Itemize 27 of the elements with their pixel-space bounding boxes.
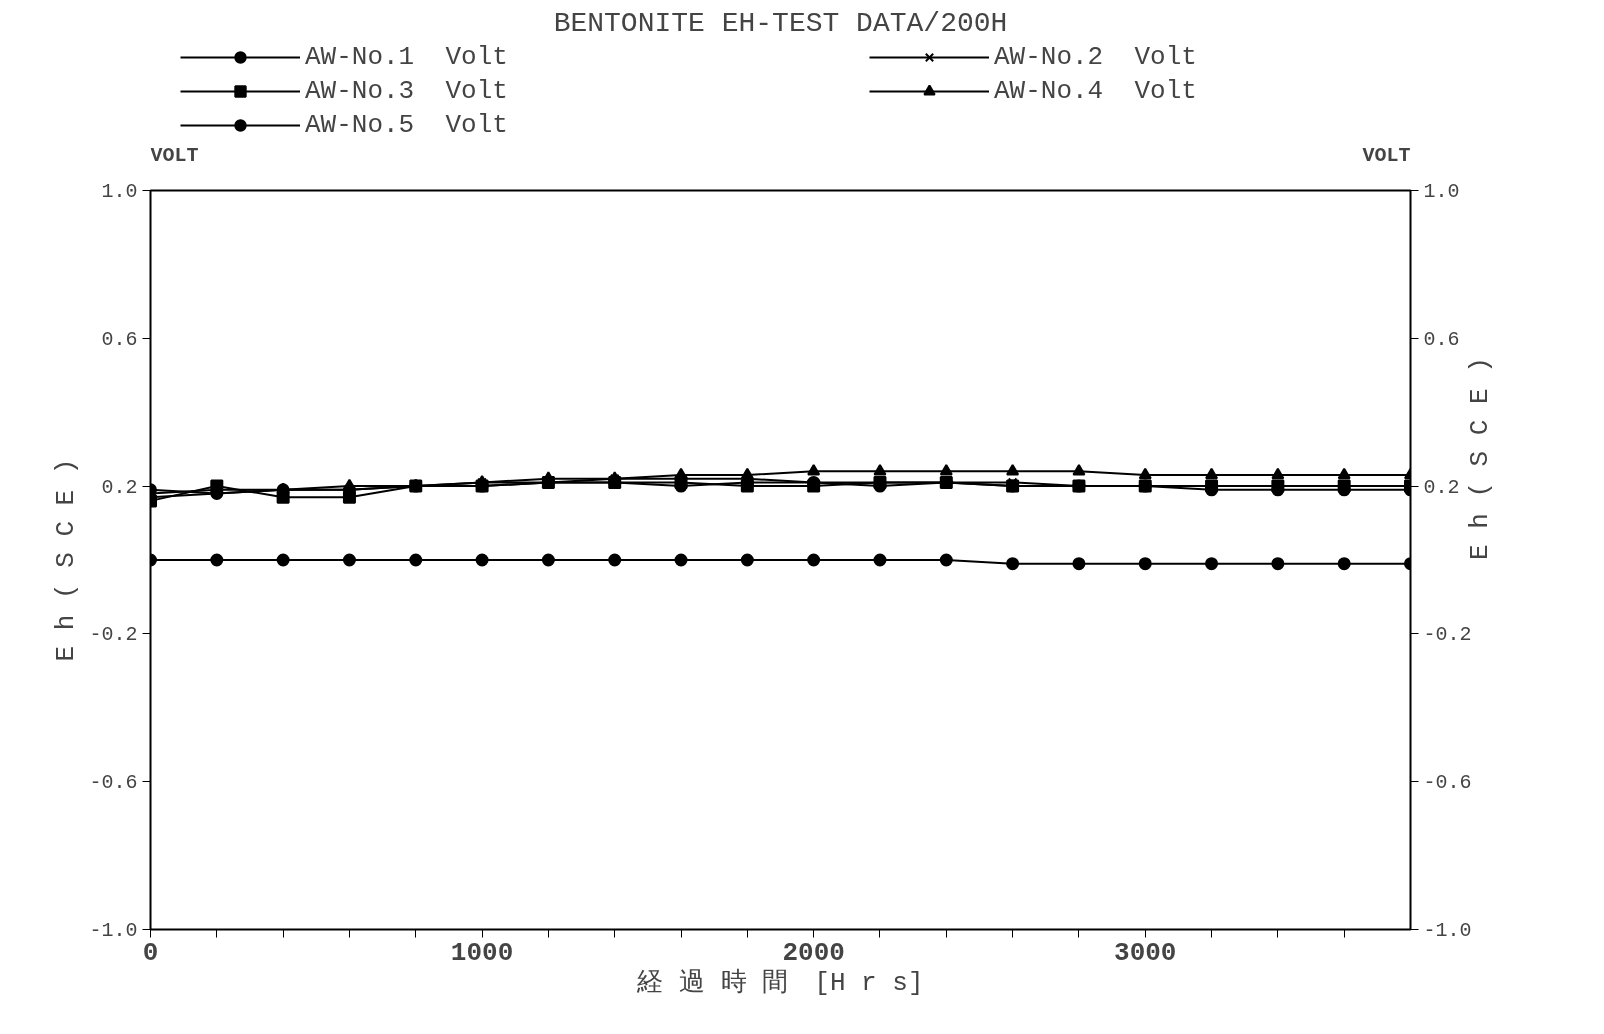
legend-label: AW-No.5 Volt (305, 110, 509, 140)
chart-title: BENTONITE EH-TEST DATA/200H (553, 7, 1008, 39)
y-tick-label: -1.0 (89, 919, 138, 942)
x-tick-label: 1000 (450, 937, 514, 968)
y2-tick-label: -0.6 (1423, 771, 1472, 795)
legend-label: AW-No.4 Volt (994, 76, 1198, 106)
y-tick-label: -0.2 (89, 623, 138, 647)
x-tick-label: 3000 (1114, 937, 1177, 968)
legend-label: AW-No.2 Volt (994, 42, 1198, 72)
legend-label: AW-No.3 Volt (305, 76, 509, 106)
y2-tick-label: 0.6 (1423, 327, 1460, 351)
y-tick-label: 0.2 (101, 475, 138, 499)
y2-tick-label: -0.2 (1423, 623, 1472, 647)
x-axis-title: 経 過 時 間 [H r s] (636, 967, 924, 998)
y2-axis-title: E h ( S C E ) (1464, 357, 1495, 560)
y-tick-label: -0.6 (89, 771, 138, 795)
x-tick-label: 2000 (782, 937, 845, 968)
y-tick-label: 0.6 (101, 327, 138, 351)
y-axis-title: E h ( S C E ) (51, 458, 82, 662)
legend-label: AW-No.1 Volt (305, 42, 509, 72)
text: VOLT (150, 143, 199, 167)
text: VOLT (1362, 143, 1411, 167)
y2-tick-label: 0.2 (1423, 475, 1460, 499)
y2-tick-label: -1.0 (1423, 919, 1472, 942)
y2-tick-label: 1.0 (1423, 180, 1460, 203)
x-tick-label: 0 (142, 937, 159, 968)
y-tick-label: 1.0 (101, 180, 138, 203)
